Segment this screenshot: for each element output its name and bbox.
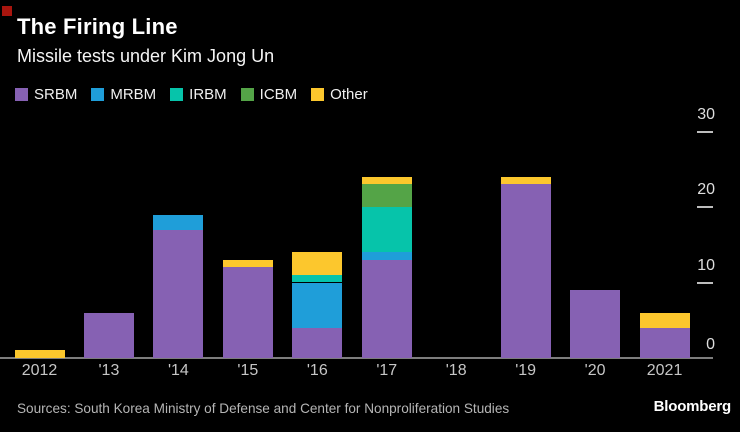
x-axis-line [0, 357, 713, 359]
bar-segment-19-other [500, 176, 551, 185]
bar-segment-15-other [222, 259, 273, 268]
bar-segment-16-mrbm [292, 282, 343, 328]
red-square-marker [2, 6, 12, 16]
legend-item-other: Other [311, 86, 368, 103]
chart-title: The Firing Line [17, 14, 178, 39]
bar-segment-15-srbm [222, 267, 273, 358]
bar-segment-16-srbm [292, 327, 343, 358]
bar-segment-20-srbm [570, 290, 621, 358]
legend-item-icbm: ICBM [240, 86, 298, 103]
bar-segment-16-other [292, 252, 343, 275]
bloomberg-logo: Bloomberg [653, 398, 732, 415]
bar-segment-17-other [361, 176, 412, 185]
sources-text: Sources: South Korea Ministry of Defense… [17, 400, 510, 416]
x-axis-label-16: '16 [306, 362, 328, 379]
bar-segment-17-mrbm [361, 252, 412, 260]
bar-segment-14-srbm [153, 229, 204, 358]
legend-item-mrbm: MRBM [91, 86, 156, 103]
y-axis-tick-30 [697, 130, 713, 133]
x-axis-label-2012: 2012 [21, 362, 58, 379]
bar-segment-17-icbm [361, 184, 412, 207]
chart-subtitle: Missile tests under Kim Jong Un [17, 46, 275, 66]
y-axis-label-30: 30 [697, 105, 715, 123]
bar-segment-17-irbm [361, 207, 412, 253]
legend-label: IRBM [189, 86, 227, 103]
bar-segment-17-srbm [361, 259, 412, 358]
bar-segment-2021-other [639, 312, 690, 328]
legend-label: MRBM [110, 86, 157, 103]
legend-swatch-icbm [240, 88, 254, 101]
legend-item-irbm: IRBM [170, 86, 227, 103]
legend-label: SRBM [34, 86, 78, 103]
x-axis-label-13: '13 [98, 362, 120, 379]
legend-swatch-mrbm [91, 88, 105, 101]
x-axis-label-15: '15 [237, 362, 259, 379]
x-axis-label-19: '19 [515, 362, 537, 379]
y-axis-tick-10 [697, 281, 713, 284]
x-axis-label-17: '17 [376, 362, 398, 379]
bar-segment-19-srbm [500, 184, 551, 358]
bar-segment-2012-other [14, 350, 65, 358]
bar-segment-2021-srbm [639, 327, 690, 358]
legend-label: ICBM [259, 86, 298, 103]
y-axis-label-10: 10 [697, 256, 715, 274]
legend-swatch-srbm [15, 88, 28, 101]
legend-swatch-irbm [170, 88, 184, 101]
x-axis-label-18: '18 [445, 362, 467, 379]
bar-segment-16-irbm [292, 274, 343, 283]
footer: Sources: South Korea Ministry of Defense… [0, 398, 740, 422]
legend-swatch-other [311, 88, 325, 101]
y-axis-label-0: 0 [706, 336, 715, 353]
legend-label: Other [330, 86, 368, 103]
legend-item-srbm: SRBM [15, 86, 77, 103]
legend: SRBM MRBM IRBM ICBM Other [15, 86, 368, 103]
bar-segment-14-mrbm [153, 214, 204, 230]
bar-segment-13-srbm [83, 312, 134, 358]
x-axis-label-14: '14 [167, 362, 189, 379]
x-axis-label-2021: 2021 [646, 362, 683, 379]
y-axis-label-20: 20 [697, 181, 715, 198]
x-axis-label-20: '20 [584, 362, 606, 379]
y-axis-tick-20 [697, 206, 713, 208]
